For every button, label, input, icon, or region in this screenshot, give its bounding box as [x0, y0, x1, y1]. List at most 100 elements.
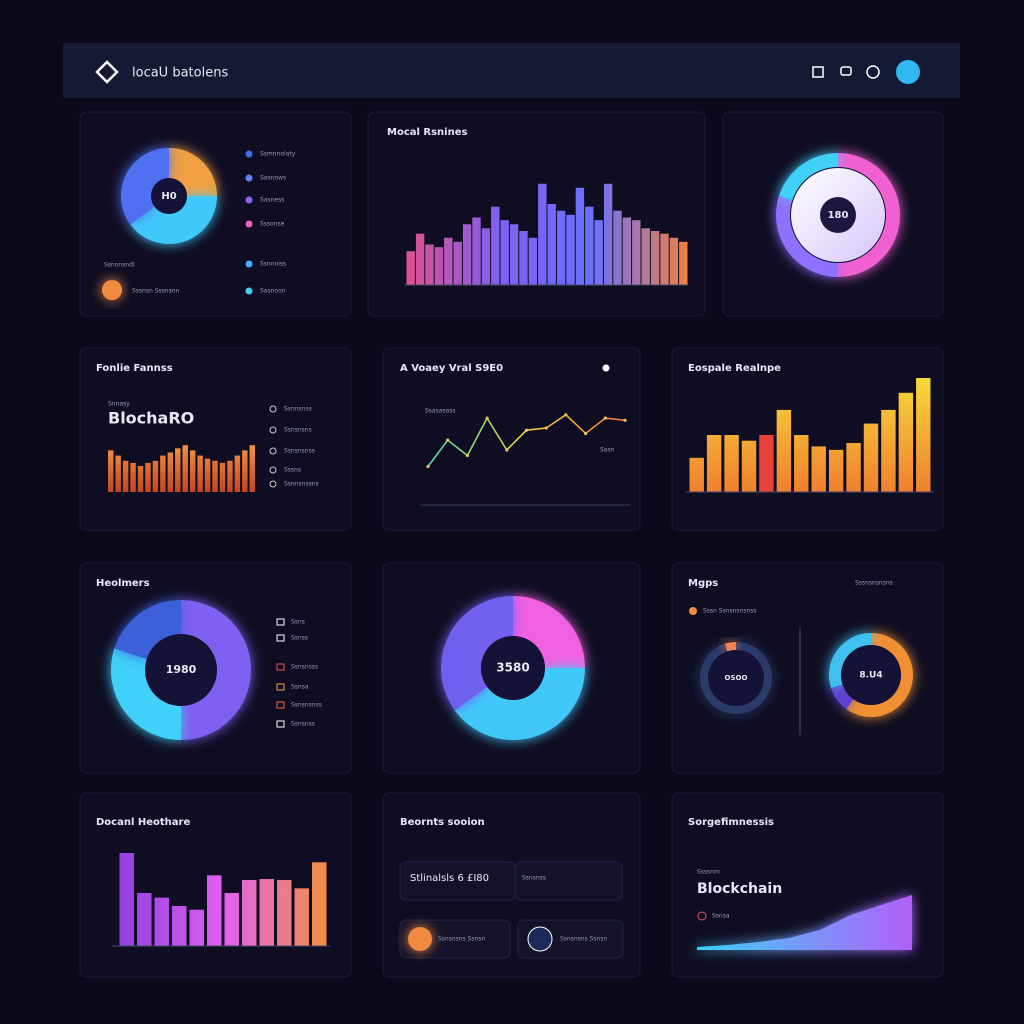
donut-hole [481, 636, 545, 700]
point [524, 428, 529, 432]
donut-segment [169, 148, 217, 196]
bar [556, 210, 566, 285]
card-title: Fonlie Fannss [96, 363, 173, 374]
event-text: Ssnsnsns Ssnsn [560, 936, 607, 943]
legend-label: Ssnsnsns [284, 427, 312, 434]
bar [828, 449, 844, 492]
headline: BlochaRO [108, 409, 194, 428]
legend-icon [276, 663, 285, 671]
logo [95, 60, 119, 84]
event-icon [408, 927, 432, 951]
bar [594, 220, 603, 285]
badge-label: Sssnsn Sssnsnn [132, 288, 179, 295]
bar [509, 224, 519, 285]
legend-label: Ssns [291, 619, 305, 626]
bar [212, 460, 218, 492]
bar [453, 241, 462, 285]
event-text: Ssnsnsns Ssnsn [438, 936, 485, 943]
legend-label: Sasnoon [260, 288, 286, 295]
card-title: Eospale Realnpe [688, 363, 781, 374]
bar [277, 879, 292, 946]
legend-dot [245, 260, 253, 268]
point [623, 418, 627, 422]
ring-hole [820, 197, 856, 233]
bar [916, 378, 931, 492]
bar [898, 392, 914, 492]
donut-segment [779, 153, 838, 201]
card-title: Sorgefimnessis [688, 817, 774, 828]
event-box [399, 919, 511, 959]
bar [811, 446, 826, 492]
donut-segment [846, 633, 914, 717]
bar [776, 409, 792, 492]
donut-segment [838, 153, 900, 277]
bar [242, 450, 248, 492]
bar [145, 462, 151, 492]
bar [425, 244, 434, 285]
bar [122, 460, 129, 492]
legend-icon [276, 683, 285, 691]
bar [224, 892, 239, 946]
donut-value: 3580 [496, 661, 529, 675]
bar [130, 462, 136, 492]
bar [242, 879, 257, 946]
legend-label: Ssnsnsnss [284, 448, 315, 455]
legend-label: Sssonse [260, 221, 285, 228]
bar [632, 220, 641, 285]
bar [472, 217, 481, 285]
legend-label: Ssnsnsss [291, 664, 318, 671]
bar [603, 183, 613, 285]
legend-icon [269, 447, 277, 455]
legend-icon [269, 405, 277, 413]
event-text: Stlinalsls 6 £I80 [410, 873, 489, 884]
card [671, 562, 944, 774]
bar [462, 224, 472, 285]
bar [706, 435, 722, 492]
tag: Ssnsa [712, 913, 730, 920]
point [603, 416, 607, 420]
donut-segment [776, 195, 838, 277]
point [446, 438, 450, 442]
donut-segment [829, 633, 871, 688]
legend-label: Ssnsa [291, 684, 309, 691]
avatar[interactable] [896, 60, 920, 84]
donut-segment [130, 196, 217, 244]
donut-hole [708, 650, 764, 706]
legend-label: Sasness [260, 197, 284, 204]
donut-value: 8.U4 [859, 671, 882, 681]
bar [219, 462, 226, 492]
bar [585, 206, 594, 285]
point [485, 416, 489, 420]
bar [189, 909, 204, 946]
search-icon[interactable] [812, 66, 824, 78]
legend-label: Ssnss [291, 635, 308, 642]
donut-hole [145, 634, 217, 706]
bar [312, 862, 327, 946]
donut-value: OSOO [725, 674, 748, 682]
chat-icon[interactable] [840, 66, 852, 76]
donut-segment [513, 596, 585, 668]
bar [500, 220, 509, 285]
legend-icon [269, 480, 277, 488]
bar [227, 460, 233, 492]
bar [167, 452, 174, 492]
donut-segment [454, 668, 585, 741]
card-title: Mocal Rsnines [387, 127, 468, 138]
bar [406, 251, 415, 285]
bar [119, 853, 134, 946]
legend-label: Sssns [284, 467, 301, 474]
legend-icon [276, 720, 285, 728]
settings-icon[interactable] [866, 65, 880, 79]
bar [660, 233, 669, 285]
donut-segment [831, 684, 854, 709]
donut-segment [724, 642, 736, 652]
legend-dot [245, 287, 253, 295]
point [426, 464, 430, 469]
bar [137, 466, 144, 492]
point [505, 448, 509, 452]
bar [741, 440, 757, 492]
menu[interactable]: Sssnsnsnsns [855, 580, 893, 587]
bar [175, 448, 181, 492]
legend-label: Ssnsnss [291, 721, 315, 728]
